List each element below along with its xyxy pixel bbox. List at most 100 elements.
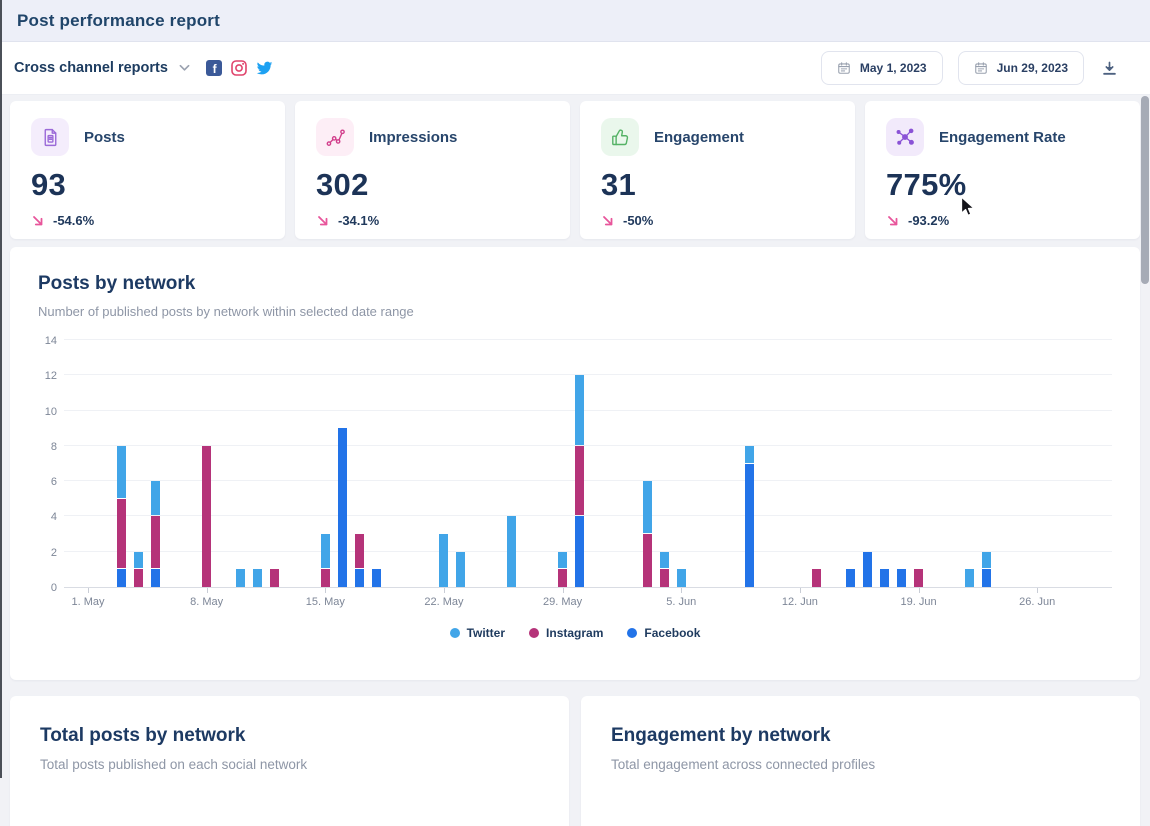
bar-segment-facebook [846, 569, 856, 587]
x-tick-mark [562, 588, 564, 593]
bar-segment-twitter [253, 569, 262, 587]
scrollbar-thumb[interactable] [1141, 96, 1149, 284]
section-title: Engagement by network [611, 725, 831, 746]
bar-segment-instagram [202, 445, 212, 587]
bar-segment-instagram [558, 569, 568, 587]
x-tick-mark [206, 588, 208, 593]
x-tick-label: 19. Jun [900, 596, 937, 608]
bar-segment-twitter [134, 551, 144, 569]
stat-change-value: -34.1% [338, 213, 380, 228]
bar-segment-instagram [575, 445, 585, 516]
bar-segment-facebook [354, 569, 364, 587]
bar-segment-twitter [151, 481, 161, 516]
bar-segment-instagram [812, 569, 822, 587]
scatter-chart-icon [316, 118, 354, 156]
bar-30-may [575, 340, 585, 587]
trend-down-icon [601, 214, 615, 228]
bar-17-jun [880, 340, 890, 587]
legend-dot [627, 628, 638, 638]
legend-item-instagram[interactable]: Instagram [529, 626, 603, 640]
stat-label: Engagement [654, 128, 745, 146]
bar-18-may [371, 340, 381, 587]
chart-plot-area [64, 339, 1112, 588]
bar-11-may [253, 340, 262, 587]
download-button[interactable] [1099, 58, 1120, 79]
x-tick-mark [799, 588, 801, 593]
facebook-icon[interactable]: f [205, 60, 222, 76]
stat-change: -50% [601, 213, 834, 228]
y-tick-label: 6 [50, 476, 57, 489]
chart-subtitle: Number of published posts by network wit… [38, 304, 414, 319]
y-tick-label: 14 [44, 335, 57, 347]
legend-dot [529, 628, 540, 638]
legend-item-facebook[interactable]: Facebook [627, 626, 700, 640]
bar-segment-twitter [981, 551, 991, 569]
section-card: Total posts by network Total posts publi… [10, 696, 569, 826]
section-subtitle: Total engagement across connected profil… [611, 757, 876, 772]
bottom-sections: Total posts by network Total posts publi… [10, 696, 1140, 826]
posts-by-network-card: Posts by network Number of published pos… [10, 247, 1140, 680]
bar-4-jun [659, 340, 669, 587]
stat-value: 31 [601, 167, 637, 202]
y-tick-label: 0 [50, 582, 57, 594]
scrollbar-track[interactable] [1141, 96, 1149, 778]
bar-15-jun [846, 340, 856, 587]
stat-change-value: -93.2% [908, 213, 950, 228]
instagram-icon[interactable] [231, 60, 247, 76]
date-to-button[interactable]: Jun 29, 2023 [957, 51, 1084, 85]
stat-label: Posts [84, 128, 125, 146]
bar-19-jun [914, 340, 924, 587]
gridline [64, 339, 1112, 340]
legend-label: Facebook [644, 626, 701, 640]
x-tick-mark [88, 588, 89, 593]
bar-22-may [439, 340, 449, 587]
stat-card: Impressions 302 -34.1% [295, 101, 570, 239]
bar-segment-twitter [507, 516, 517, 587]
bar-segment-facebook [151, 569, 161, 587]
calendar-icon [837, 61, 851, 75]
stacked-bar-chart: 0 2 4 6 8 10 12 14 1. May 8. May 15. May 22. May 29… [38, 335, 1112, 614]
section-title: Total posts by network [40, 725, 246, 746]
bar-segment-twitter [642, 481, 652, 534]
report-selector[interactable]: Cross channel reports [14, 60, 190, 76]
bar-13-jun [812, 340, 822, 587]
y-tick-label: 4 [50, 511, 57, 524]
bar-15-may [320, 340, 330, 587]
date-from-button[interactable]: May 1, 2023 [820, 51, 943, 85]
trend-down-icon [316, 214, 330, 228]
x-tick-mark [918, 588, 920, 593]
date-from-value: May 1, 2023 [859, 61, 927, 75]
bar-segment-instagram [320, 569, 330, 587]
main-content: Posts 93 -54.6% Impressions 302 -34.1% E… [0, 95, 1150, 826]
bar-9-jun [744, 340, 754, 587]
x-tick-label: 12. Jun [781, 596, 818, 608]
bar-segment-twitter [439, 534, 449, 587]
bar-18-jun [897, 340, 907, 587]
stat-change: -93.2% [886, 213, 1119, 228]
toolbar: Cross channel reports f May 1, 2023 [0, 42, 1150, 95]
x-tick-label: 29. May [543, 596, 583, 608]
chart-title: Posts by network [38, 273, 196, 294]
bar-segment-twitter [236, 569, 246, 587]
trend-down-icon [31, 214, 45, 228]
x-tick-mark [681, 588, 683, 593]
trend-down-icon [886, 214, 900, 228]
twitter-icon[interactable] [256, 61, 273, 76]
gridline [64, 515, 1112, 517]
stat-card: Posts 93 -54.6% [10, 101, 285, 239]
section-card: Engagement by network Total engagement a… [581, 696, 1140, 826]
bar-16-may [337, 340, 347, 587]
bar-17-may [354, 340, 364, 587]
gridline [64, 374, 1112, 376]
bar-segment-facebook [863, 551, 873, 587]
stat-card: Engagement 31 -50% [580, 101, 855, 239]
x-tick-label: 8. May [190, 596, 224, 608]
bar-segment-instagram [642, 534, 652, 587]
bar-segment-facebook [337, 428, 347, 587]
legend-item-twitter[interactable]: Twitter [449, 626, 505, 640]
calendar-icon [974, 61, 988, 75]
x-tick-mark [325, 588, 327, 593]
bar-4-may [134, 340, 144, 587]
bar-23-jun [981, 340, 991, 587]
bar-22-jun [964, 340, 974, 587]
